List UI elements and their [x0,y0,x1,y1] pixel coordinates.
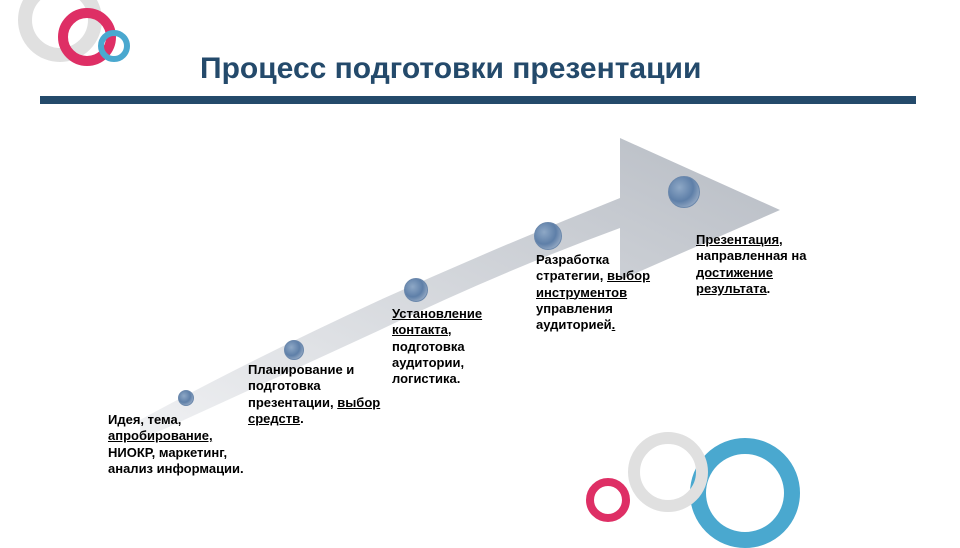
process-arrow [100,120,800,440]
decor-circle-cyan-tl [98,30,130,62]
step-text-3: Установление контакта, подготовка аудито… [392,306,527,387]
step-text-1: Идея, тема, апробирование, НИОКР, маркет… [108,412,248,477]
step-node-5 [668,176,700,208]
page-title: Процесс подготовки презентации [200,52,701,86]
step-text-4: Разработка стратегии, выбор инструментов… [536,252,676,333]
decor-circle-cyan-br [690,438,800,548]
step-text-5: Презентация, направленная на достижение … [696,232,846,297]
step-node-2 [284,340,304,360]
step-node-4 [534,222,562,250]
step-text-2: Планирование и подготовка презентации, в… [248,362,398,427]
step-node-1 [178,390,194,406]
title-underline [40,96,916,104]
step-node-3 [404,278,428,302]
decor-circle-pink-br [586,478,630,522]
decor-circle-gray-br [628,432,708,512]
